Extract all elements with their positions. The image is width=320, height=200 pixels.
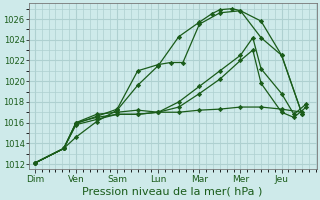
X-axis label: Pression niveau de la mer( hPa ): Pression niveau de la mer( hPa ) bbox=[83, 187, 263, 197]
